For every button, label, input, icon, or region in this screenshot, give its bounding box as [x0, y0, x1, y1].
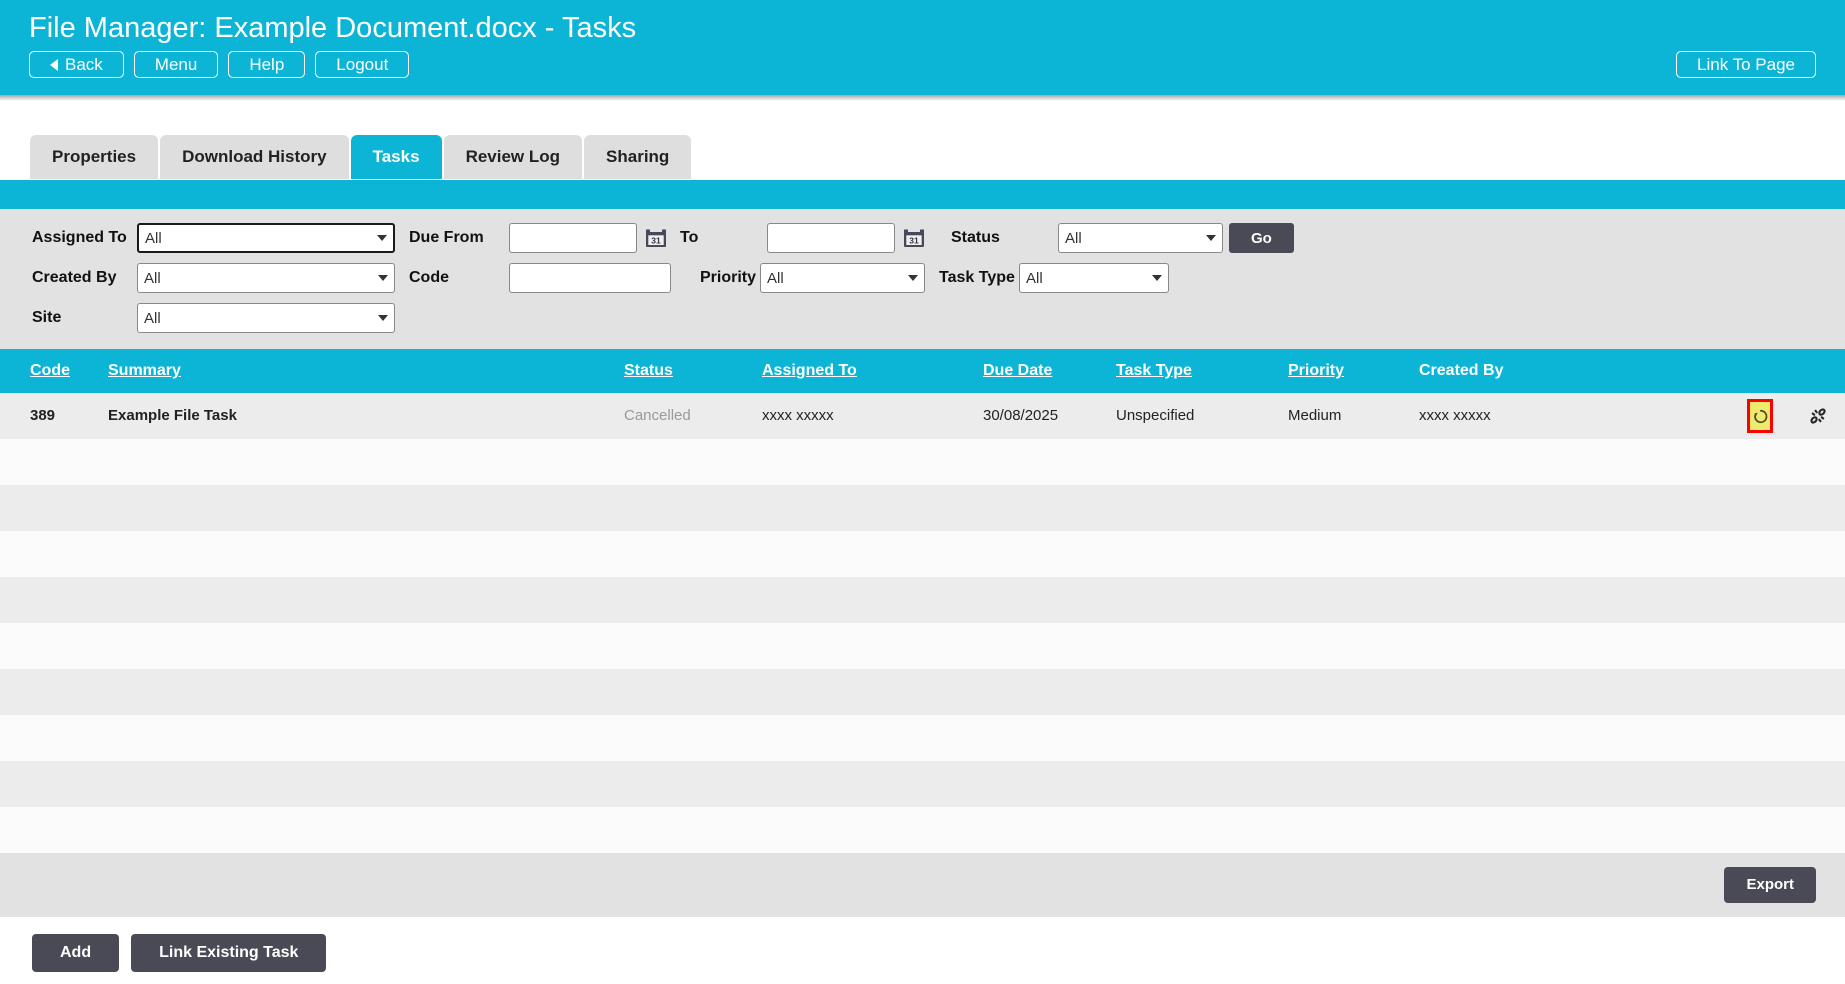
svg-text:31: 31: [651, 235, 661, 245]
svg-text:31: 31: [909, 235, 919, 245]
